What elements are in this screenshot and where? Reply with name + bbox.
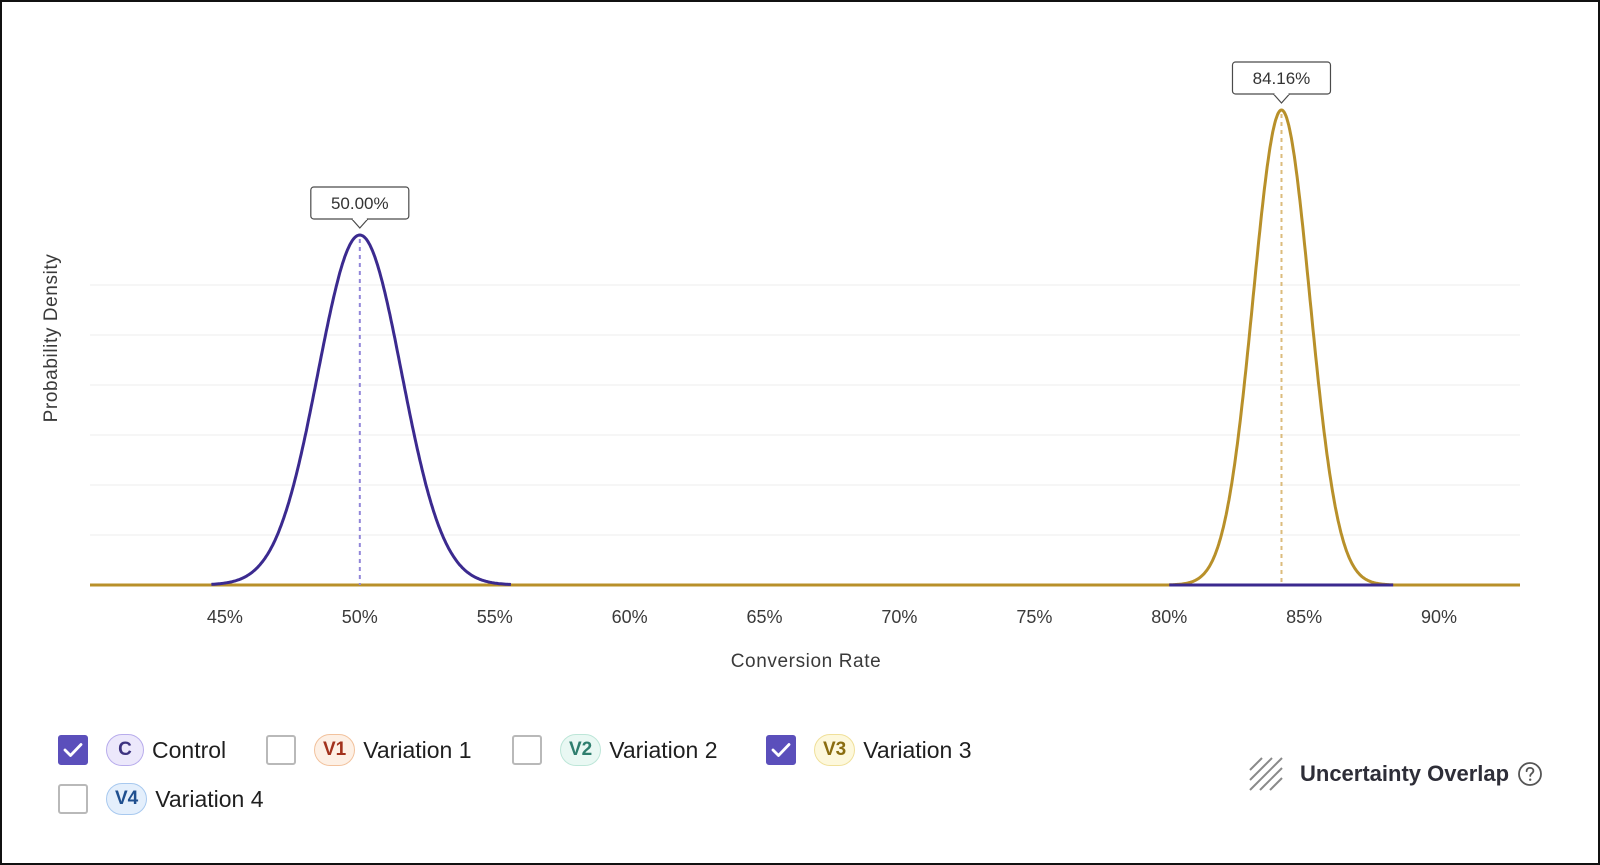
overlap-label: Uncertainty Overlap: [1300, 761, 1510, 786]
peak-label: 50.00%: [310, 186, 410, 229]
legend-item-variation-2[interactable]: V2 Variation 2: [512, 733, 718, 767]
x-tick-label: 90%: [1421, 607, 1457, 627]
x-tick-label: 80%: [1151, 607, 1187, 627]
variant-badge: V4: [106, 783, 148, 815]
checkbox[interactable]: [266, 735, 296, 765]
checkbox[interactable]: [58, 735, 88, 765]
peak-label-text: 84.16%: [1253, 69, 1311, 88]
legend-label: Control: [152, 736, 227, 763]
legend-label: Variation 3: [863, 736, 972, 763]
legend-item-control[interactable]: C Control: [58, 733, 226, 767]
variant-badge: V2: [560, 734, 602, 766]
grid-lines: [90, 284, 1520, 536]
x-tick-label: 60%: [612, 607, 648, 627]
density-curve-c: [211, 233, 512, 586]
uncertainty-overlap-toggle[interactable]: Uncertainty Overlap: [1248, 756, 1543, 792]
hatch-icon: [1249, 757, 1283, 791]
legend-label: Variation 4: [155, 785, 264, 812]
x-tick-label: 65%: [747, 607, 783, 627]
checkbox[interactable]: [512, 735, 542, 765]
x-tick-label: 50%: [342, 607, 378, 627]
variant-badge: V3: [814, 734, 856, 766]
legend-item-variation-4[interactable]: V4 Variation 4: [58, 782, 264, 816]
peak-markers: 50.00% 84.16%: [310, 61, 1332, 585]
x-axis-title: Conversion Rate: [731, 651, 882, 672]
legend-item-variation-3[interactable]: V3 Variation 3: [766, 733, 972, 767]
legend-label: Variation 1: [363, 736, 472, 763]
x-tick-label: 45%: [207, 607, 243, 627]
legend-item-variation-1[interactable]: V1 Variation 1: [266, 733, 472, 767]
help-circle-icon[interactable]: [1517, 761, 1543, 787]
x-tick-label: 55%: [477, 607, 513, 627]
checkbox[interactable]: [58, 784, 88, 814]
x-axis-ticks: 45% 50% 55% 60% 65% 70% 75% 80% 85% 90%: [207, 607, 1457, 627]
variant-badge: V1: [314, 734, 356, 766]
density-curve-v3: [1168, 108, 1394, 587]
legend-label: Variation 2: [609, 736, 718, 763]
y-axis-title: Probability Density: [41, 254, 62, 423]
x-tick-label: 85%: [1286, 607, 1322, 627]
check-icon: [63, 743, 83, 757]
peak-label: 84.16%: [1231, 61, 1332, 104]
variant-badge: C: [106, 734, 144, 766]
checkbox[interactable]: [766, 735, 796, 765]
peak-label-text: 50.00%: [331, 194, 389, 213]
density-curves: [90, 108, 1520, 587]
check-icon: [771, 743, 791, 757]
density-chart: 45% 50% 55% 60% 65% 70% 75% 80% 85% 90% 50.00% 84.…: [41, 61, 1520, 672]
x-tick-label: 70%: [881, 607, 917, 627]
x-tick-label: 75%: [1016, 607, 1052, 627]
